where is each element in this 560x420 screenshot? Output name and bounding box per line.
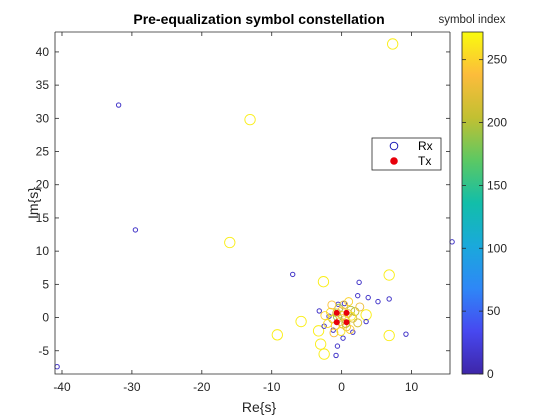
colorbar-ticks: 0 50 100 150 200 250 [462,53,507,381]
rx-point [383,269,395,281]
rx-point [345,325,355,334]
rx-point [383,329,395,342]
x-tick-label: -10 [263,380,281,394]
tx-point [343,309,350,316]
rx-point [386,296,392,302]
x-tick-label: -40 [53,380,71,394]
rx-point [346,311,356,321]
colorbar-tick-label: 250 [487,53,507,67]
y-axis-label: Im{s} [25,187,41,219]
colorbar-label: symbol index [438,14,505,26]
colorbar-tick-label: 150 [487,178,507,192]
y-tick-label: 35 [36,78,50,92]
rx-point [387,38,399,50]
y-tick-label: 30 [36,111,50,125]
rx-point [355,302,365,312]
colorbar-tick-label: 0 [487,367,494,381]
legend-tx-marker [390,157,398,165]
rx-point [329,328,339,338]
y-tick-label: -5 [38,344,49,358]
rx-point [353,318,363,328]
legend-rx-marker [389,141,399,151]
rx-point [295,315,307,328]
rx-point [290,271,296,278]
rx-point [356,279,362,286]
rx-point [340,335,346,341]
rx-point [375,298,381,305]
legend-tx-label: Tx [418,154,431,168]
rx-point [355,292,361,299]
tx-point [333,319,340,326]
legend[interactable]: Rx Tx [371,137,442,171]
y-tick-label: 5 [42,277,49,291]
axes-frame [54,32,451,375]
tx-series [333,309,350,326]
rx-point [332,308,342,318]
x-tick-label: -30 [123,380,141,394]
rx-point [339,300,349,310]
rx-point [320,311,330,321]
x-tick-label: -20 [193,380,211,394]
colorbar [461,31,484,375]
colorbar-tick-label: 50 [487,304,501,318]
rx-point [316,308,322,314]
y-tick-label: 20 [36,178,50,192]
rx-point [344,297,354,307]
rx-point [115,102,122,108]
rx-point [334,343,341,349]
y-tick-label: 25 [36,145,50,159]
rx-point [327,300,337,310]
plot-area [55,32,450,374]
colorbar-tick-label: 200 [487,116,507,130]
x-tick-label: 0 [338,380,345,394]
rx-point [350,307,360,317]
legend-box [371,137,442,171]
rx-point [132,227,139,233]
rx-point [350,329,356,335]
rx-point [365,294,371,301]
rx-point [333,352,339,359]
rx-point [363,318,369,325]
rx-point [224,236,236,249]
rx-point [318,348,330,360]
rx-point [244,114,256,126]
rx-point [321,323,327,329]
y-axis-ticks: -5 0 5 10 15 20 25 30 35 40 [36,45,450,358]
tx-point [333,309,340,316]
tx-point [343,319,350,326]
x-tick-label: 10 [405,380,419,394]
rx-point [403,331,409,337]
rx-point [317,276,330,288]
y-tick-label: 40 [36,45,50,59]
rx-point [312,325,325,337]
chart-title: Pre-equalization symbol constellation [133,11,384,27]
rx-point [271,329,283,341]
y-tick-label: 10 [36,244,50,258]
rx-point [315,338,327,350]
colorbar-tick-label: 100 [487,241,507,255]
rx-point [323,319,333,328]
x-axis-ticks: -40 -30 -20 -10 0 10 [53,32,419,394]
y-tick-label: 15 [36,211,50,225]
y-tick-label: 0 [42,311,49,325]
x-axis-label: Re{s} [242,399,277,415]
rx-point [360,309,372,321]
legend-rx-label: Rx [418,139,433,153]
